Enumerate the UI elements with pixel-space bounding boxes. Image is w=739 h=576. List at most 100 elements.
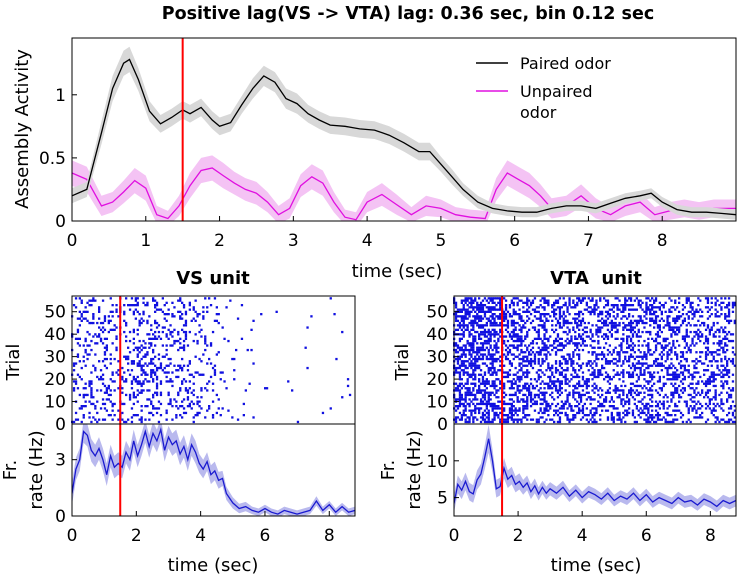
vta-raster-spike: [503, 364, 506, 367]
vta-raster-spike: [541, 357, 544, 361]
vs-raster-spike: [76, 342, 80, 345]
vta-raster-spike: [606, 337, 610, 340]
vs-raster-spike: [179, 414, 182, 417]
vta-raster-spike: [597, 375, 600, 379]
vs-raster-spike: [194, 310, 197, 313]
vs-raster-spike: [88, 380, 91, 383]
vs-raster-spike: [146, 389, 149, 392]
vs-raster-spike: [150, 362, 153, 365]
vta-raster-spike: [722, 418, 725, 421]
vta-raster-spike: [524, 310, 527, 313]
vs-raster-spike: [159, 393, 163, 397]
vta-raster-spike: [576, 353, 579, 356]
vta-raster-spike: [585, 308, 588, 311]
vta-raster-spike: [595, 362, 598, 365]
vta-raster-spike: [466, 310, 469, 313]
vta-raster-spike: [643, 353, 646, 356]
vta-raster-spike: [522, 339, 525, 343]
vta-raster-spike: [645, 362, 648, 365]
vta-raster-spike: [458, 373, 462, 376]
vta-raster-spike: [697, 416, 700, 419]
vta-raster-spike: [503, 414, 506, 417]
vta-raster-spike: [497, 414, 500, 417]
vta-raster-spike: [464, 420, 467, 424]
vta-raster-spike: [499, 335, 502, 338]
vta-raster-spike: [497, 301, 500, 304]
vta-raster-spike: [651, 389, 654, 392]
vta-raster-spike: [560, 400, 563, 403]
vs-raster-spike: [138, 321, 141, 325]
vta-raster-spike: [722, 337, 725, 340]
vs-raster-spike: [84, 351, 87, 354]
vs-raster-spike: [142, 371, 145, 374]
vta-raster-spike: [543, 297, 546, 300]
vs-raster-spike: [92, 396, 95, 399]
vta-raster-spike: [574, 335, 577, 338]
vta-raster-spike: [545, 353, 548, 356]
vta-raster-spike: [553, 342, 556, 345]
vs-raster-spike: [213, 319, 217, 322]
vs-raster-spike: [105, 366, 108, 370]
vta-raster-spike: [687, 375, 690, 379]
vs-raster-spike: [96, 411, 99, 415]
vta-raster-spike: [633, 319, 636, 322]
vs-rate-xtick-label: 6: [260, 526, 271, 546]
vta-raster-spike: [462, 371, 465, 374]
vta-raster-spike: [568, 420, 571, 424]
vta-raster-spike: [474, 360, 477, 363]
top-axis-ticks: 0 1 2 3 4 5 6 7 800.51: [39, 86, 668, 251]
vta-raster-spike: [526, 297, 529, 300]
vta-raster-spike: [458, 321, 462, 325]
vta-raster-spike: [570, 407, 573, 410]
vta-raster-spike: [649, 348, 652, 352]
vta-raster-spike: [578, 396, 581, 399]
vs-raster-spike: [157, 330, 161, 334]
vta-raster-spike: [683, 400, 686, 403]
vta-raster-spike: [662, 416, 665, 419]
vta-raster-spike: [489, 391, 492, 394]
vta-raster-spike: [612, 348, 615, 352]
vta-raster-spike: [593, 407, 596, 410]
vta-raster-spike: [579, 366, 583, 370]
vta-raster-spike: [654, 357, 658, 361]
vta-raster-spike: [487, 351, 490, 354]
vta-raster-spike: [493, 301, 496, 304]
vs-raster-spike: [144, 418, 147, 421]
vta-raster-spike: [670, 378, 673, 381]
vta-raster-spike: [476, 353, 479, 356]
vta-raster-spike: [718, 348, 721, 352]
vta-raster-spike: [531, 366, 535, 370]
vs-raster-spike: [136, 297, 139, 300]
vta-raster-spike: [510, 362, 513, 365]
vs-raster-spike: [142, 364, 145, 367]
vta-raster-spike: [578, 310, 581, 313]
vs-raster-spike: [125, 339, 128, 343]
vta-raster-spike: [597, 330, 600, 334]
vs-raster-spike: [132, 342, 135, 345]
vs-raster-spike: [144, 342, 147, 345]
vta-raster-spike: [572, 317, 575, 320]
vta-raster-spike: [458, 391, 462, 394]
vta-raster-spike: [608, 308, 611, 311]
vta-raster-spike: [631, 364, 635, 367]
vs-raster-spike: [136, 301, 139, 304]
vta-raster-spike: [558, 321, 562, 325]
vta-raster-spike: [631, 362, 635, 365]
vta-raster-spike: [654, 420, 658, 424]
vs-raster-spike: [182, 324, 186, 327]
vta-raster-spike: [587, 297, 590, 300]
vta-raster-spike: [528, 353, 531, 356]
vta-raster-spike: [464, 346, 467, 349]
vta-raster-spike: [491, 409, 494, 412]
vta-raster-spike: [522, 411, 525, 415]
vta-raster-spike: [556, 389, 560, 392]
vta-raster-spike: [699, 335, 702, 338]
vs-raster-spike: [113, 324, 116, 327]
vs-raster-spike: [152, 393, 155, 397]
vta-raster-spike: [614, 384, 617, 388]
vta-raster-spike: [466, 328, 469, 331]
vta-raster-spike: [628, 297, 631, 300]
vta-raster-spike: [553, 313, 556, 316]
vs-raster-spike: [211, 382, 215, 385]
vs-raster-spike: [109, 353, 112, 356]
